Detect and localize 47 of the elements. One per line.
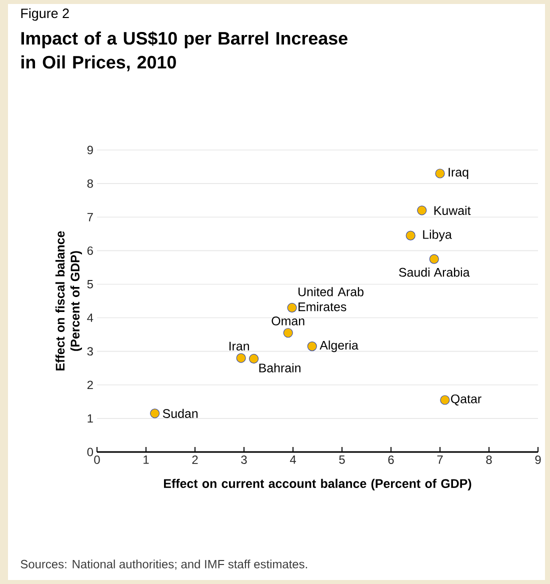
y-tick-label: 9 (87, 146, 93, 154)
source-note: Sources: National authorities; and IMF staff estimates. (20, 560, 308, 570)
y-tick-label: 7 (87, 213, 93, 222)
annotation: Qatar (451, 394, 482, 406)
point (406, 230, 416, 240)
annotation: Sudan (162, 408, 198, 418)
annotation: Saudi Arabia (399, 268, 470, 277)
x-tick-label: 3 (241, 456, 247, 464)
chart-title: Impact of a US$10 per Barrel Increase in Oil Prices, 2010 (21, 31, 348, 72)
x-tick-label: 7 (437, 456, 443, 464)
point (435, 168, 445, 178)
y-tick-label: 2 (87, 380, 93, 390)
x-tick-label: 5 (339, 456, 345, 464)
annotation: Bahrain (259, 363, 300, 372)
x-axis-title: Effect on current account balance (Percent of GDP) (164, 478, 472, 490)
point (249, 354, 259, 364)
y-tick-label: 6 (87, 246, 93, 255)
caption: Figure 2 (21, 8, 69, 21)
annotation: Iraq (448, 168, 468, 180)
point (283, 328, 293, 338)
y-tick-label: 8 (87, 179, 93, 188)
annotation: Algeria (320, 340, 358, 352)
annotation: Libya (423, 230, 452, 242)
y-tick-label: 5 (87, 280, 93, 288)
point (440, 395, 450, 405)
annotation: Kuwait (434, 206, 471, 215)
x-tick-label: 6 (388, 456, 394, 464)
x-tick-label: 0 (94, 456, 100, 464)
x-tick-label: 1 (144, 456, 149, 464)
point (287, 302, 297, 313)
annotation: Iran (229, 342, 249, 351)
y-tick-label: 0 (87, 448, 94, 456)
y-axis-title: Effect on fiscal balance (Percent of GDP) (55, 231, 82, 370)
point (236, 353, 246, 363)
point (417, 206, 427, 216)
point (307, 342, 317, 352)
x-tick-label: 4 (290, 456, 296, 464)
y-tick-label: 1 (88, 414, 93, 423)
y-tick-label: 3 (87, 347, 93, 356)
x-tick-label: 9 (535, 456, 541, 464)
annotation: United Arab Emirates (298, 287, 364, 312)
x-tick-label: 8 (486, 456, 492, 464)
x-tick-label: 2 (192, 456, 198, 464)
point (429, 254, 439, 264)
point (150, 408, 160, 418)
annotation: Oman (272, 316, 304, 326)
y-tick-label: 4 (87, 314, 94, 322)
